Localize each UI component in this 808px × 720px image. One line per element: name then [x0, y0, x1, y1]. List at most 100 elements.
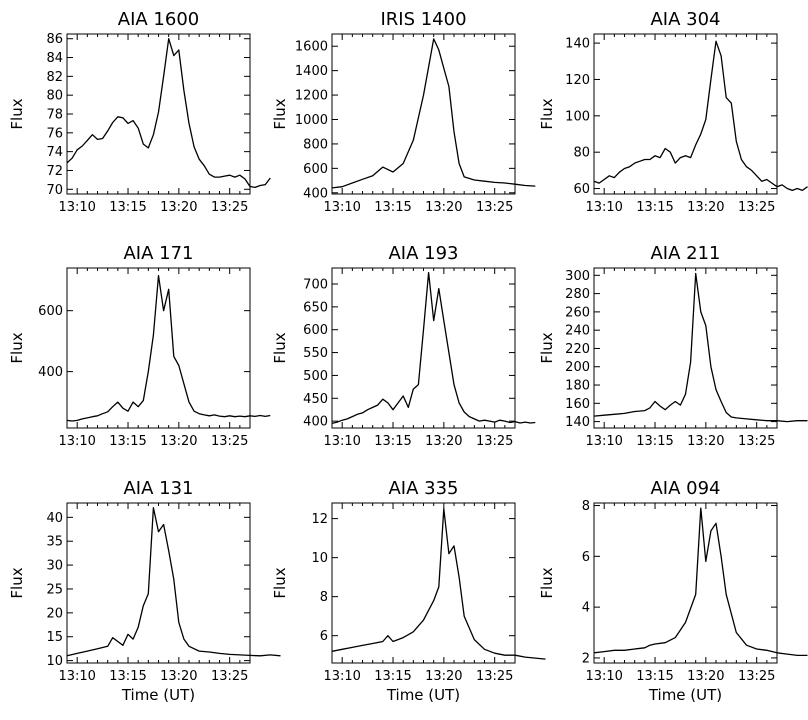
- x-tick-label: 13:25: [738, 200, 775, 215]
- y-tick-label: 20: [46, 606, 63, 621]
- y-tick-label: 700: [303, 278, 328, 293]
- y-tick-label: 84: [46, 51, 63, 66]
- y-tick-label: 1200: [295, 89, 328, 104]
- y-tick-label: 10: [46, 654, 63, 669]
- chart-panel: AIA 094 2 4 6 8 13:10 13:15 13:20 13:25 Flux Time …: [538, 478, 808, 704]
- chart-panel: AIA 211 140 160 180 200 220 240 260 280 300 13:10 1…: [538, 243, 808, 449]
- chart-panel: AIA 335 6 8 10 12 13:10 13:15 13:20 13:25 Flux Tim…: [271, 478, 546, 704]
- x-tick-label: 13:25: [476, 434, 513, 449]
- y-tick-label: 1400: [295, 64, 328, 79]
- x-tick-label: 13:25: [476, 669, 513, 684]
- y-tick-label: 600: [38, 304, 63, 319]
- x-tick-label: 13:10: [58, 669, 95, 684]
- y-tick-label: 500: [303, 369, 328, 384]
- flux-series-line: [331, 271, 536, 425]
- x-tick-label: 13:15: [374, 669, 411, 684]
- y-tick-label: 80: [573, 146, 590, 161]
- y-tick-label: 240: [565, 324, 590, 339]
- y-tick-label: 1600: [295, 40, 328, 55]
- x-axis-label: Time (UT): [648, 686, 722, 704]
- plot-frame: [593, 502, 778, 664]
- y-tick-label: 100: [565, 109, 590, 124]
- y-tick-label: 400: [38, 365, 63, 380]
- y-tick-label: 4: [582, 601, 590, 616]
- y-tick-label: 15: [46, 630, 63, 645]
- plot-frame: [593, 267, 778, 429]
- y-tick-label: 6: [320, 629, 328, 644]
- chart-panel: IRIS 1400 400 600 800 1000 1200 1400 1600 13:10 1…: [271, 9, 536, 215]
- flux-series-line: [66, 274, 271, 422]
- y-tick-label: 2: [582, 651, 590, 666]
- chart-title: AIA 171: [123, 243, 193, 264]
- y-tick-label: 400: [303, 415, 328, 430]
- x-tick-label: 13:10: [58, 434, 95, 449]
- y-tick-label: 140: [565, 37, 590, 52]
- y-tick-label: 800: [303, 137, 328, 152]
- y-axis-label: Flux: [271, 98, 289, 129]
- x-tick-label: 13:20: [425, 200, 462, 215]
- x-tick-label: 13:15: [109, 200, 146, 215]
- x-tick-label: 13:10: [323, 434, 360, 449]
- x-tick-label: 13:25: [476, 200, 513, 215]
- x-tick-label: 13:20: [160, 669, 197, 684]
- flux-series-line: [593, 507, 808, 657]
- y-tick-label: 200: [565, 360, 590, 375]
- y-tick-label: 260: [565, 305, 590, 320]
- y-axis-label: Flux: [8, 567, 26, 598]
- x-tick-label: 13:20: [687, 669, 724, 684]
- x-tick-label: 13:25: [211, 200, 248, 215]
- y-tick-label: 82: [46, 70, 63, 85]
- y-tick-label: 450: [303, 392, 328, 407]
- x-tick-label: 13:10: [323, 669, 360, 684]
- flux-series-line: [593, 272, 808, 423]
- y-axis-label: Flux: [271, 567, 289, 598]
- x-tick-label: 13:10: [585, 200, 622, 215]
- y-tick-label: 74: [46, 145, 63, 160]
- y-tick-label: 600: [303, 162, 328, 177]
- y-axis-label: Flux: [538, 567, 556, 598]
- chart-panel: AIA 131 10 15 20 25 30 35 40 13:10 13:15 13:20 13:2…: [8, 478, 281, 704]
- chart-title: AIA 304: [650, 9, 720, 30]
- chart-title: AIA 131: [123, 478, 193, 499]
- y-tick-label: 550: [303, 346, 328, 361]
- y-tick-label: 30: [46, 559, 63, 574]
- x-tick-label: 13:25: [738, 669, 775, 684]
- y-tick-label: 78: [46, 108, 63, 123]
- x-tick-label: 13:15: [374, 200, 411, 215]
- chart-title: AIA 193: [388, 243, 458, 264]
- chart-title: AIA 211: [650, 243, 720, 264]
- y-tick-label: 86: [46, 32, 63, 47]
- plot-frame: [66, 502, 251, 664]
- x-tick-label: 13:20: [687, 434, 724, 449]
- y-tick-label: 72: [46, 164, 63, 179]
- x-tick-label: 13:10: [585, 669, 622, 684]
- chart-panel: AIA 171 400 600 13:10 13:15 13:20 13:25 Flux: [8, 243, 271, 449]
- y-tick-label: 8: [582, 499, 590, 514]
- x-axis-label: Time (UT): [386, 686, 460, 704]
- y-tick-label: 400: [303, 186, 328, 201]
- x-tick-label: 13:20: [425, 434, 462, 449]
- y-tick-label: 35: [46, 535, 63, 550]
- y-tick-label: 8: [320, 590, 328, 605]
- chart-panel: AIA 304 60 80 100 120 140 13:10 13:15 13:20 13:25…: [538, 9, 808, 215]
- flux-series-line: [331, 508, 546, 660]
- x-tick-label: 13:15: [636, 200, 673, 215]
- x-tick-label: 13:20: [160, 434, 197, 449]
- x-tick-label: 13:25: [211, 669, 248, 684]
- x-axis-label: Time (UT): [121, 686, 195, 704]
- x-tick-label: 13:15: [636, 669, 673, 684]
- y-axis-label: Flux: [538, 332, 556, 363]
- flux-series-line: [66, 38, 271, 189]
- y-tick-label: 80: [46, 89, 63, 104]
- x-tick-label: 13:15: [109, 434, 146, 449]
- x-tick-label: 13:15: [374, 434, 411, 449]
- y-tick-label: 120: [565, 73, 590, 88]
- y-tick-label: 650: [303, 300, 328, 315]
- chart-panel: AIA 1600 70 72 74 76 78 80 82 84 86 13:10 13:15 13:2…: [8, 9, 271, 215]
- y-tick-label: 180: [565, 379, 590, 394]
- flux-series-line: [593, 40, 808, 192]
- y-axis-label: Flux: [8, 332, 26, 363]
- y-tick-label: 60: [573, 182, 590, 197]
- x-tick-label: 13:25: [211, 434, 248, 449]
